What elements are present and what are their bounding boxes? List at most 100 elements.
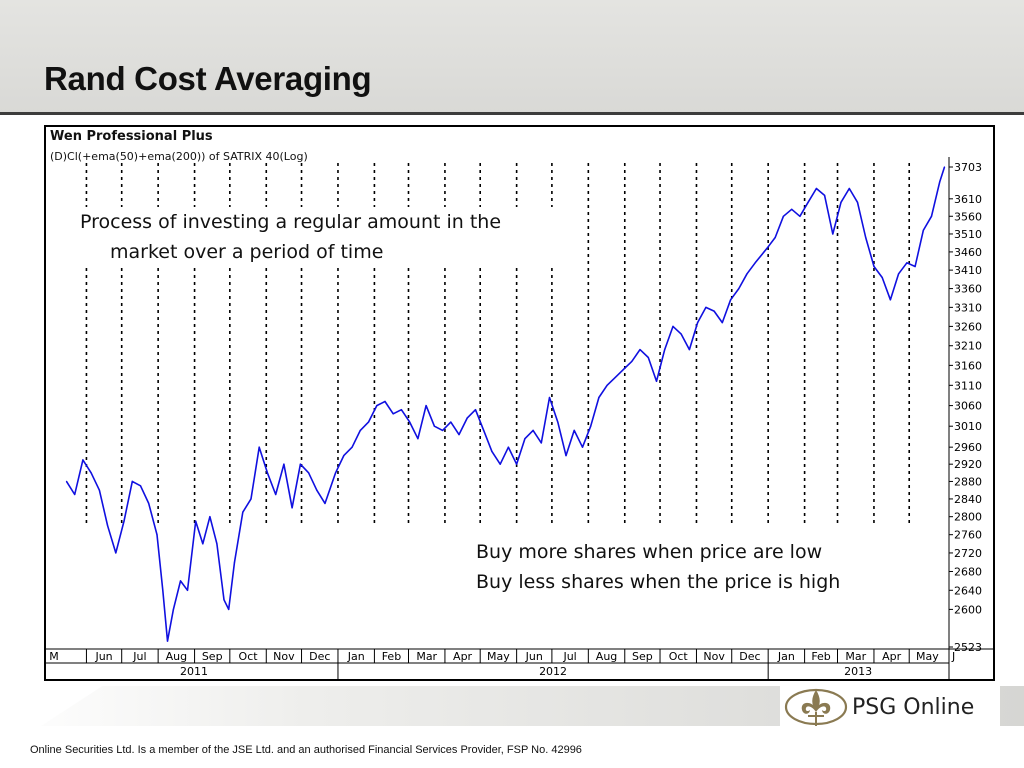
series-point xyxy=(557,421,559,423)
x-month-label: J xyxy=(951,650,955,663)
series-point xyxy=(156,534,158,536)
x-month-label: Jul xyxy=(562,650,576,663)
series-point xyxy=(581,446,584,448)
series-point xyxy=(291,507,293,509)
series-point xyxy=(873,265,875,268)
x-month-label: Mar xyxy=(416,650,437,663)
series-point xyxy=(914,265,916,268)
series-point xyxy=(442,429,444,431)
series-point xyxy=(450,421,452,423)
y-tick-label: 2760 xyxy=(954,529,982,542)
series-point xyxy=(367,421,370,423)
series-point xyxy=(139,485,142,487)
series-point xyxy=(179,580,182,582)
series-point xyxy=(466,417,468,419)
series-point xyxy=(672,325,674,327)
y-tick-label: 2840 xyxy=(954,493,982,506)
series-point xyxy=(791,208,793,210)
y-tick-label: 2880 xyxy=(954,475,982,488)
series-point xyxy=(74,493,76,496)
series-point xyxy=(242,511,244,513)
series-point xyxy=(815,187,818,190)
x-month-label: Oct xyxy=(239,650,259,663)
x-month-label: Aug xyxy=(596,650,617,663)
series-point xyxy=(680,333,682,335)
series-point xyxy=(409,421,411,423)
y-tick-label: 3110 xyxy=(954,379,982,392)
series-point xyxy=(376,405,378,407)
x-month-label: Dec xyxy=(309,650,330,663)
series-point xyxy=(943,166,946,168)
y-tick-label: 2640 xyxy=(954,584,982,597)
series-point xyxy=(223,599,225,601)
series-point xyxy=(283,463,285,465)
series-point xyxy=(655,380,658,382)
series-point xyxy=(898,273,900,275)
grid-layer xyxy=(85,163,911,527)
series-point xyxy=(324,502,326,504)
series-point xyxy=(939,181,941,183)
series-point xyxy=(359,429,361,431)
x-month-label: Jun xyxy=(94,650,112,663)
series-point xyxy=(881,276,883,279)
y-tick-label: 2800 xyxy=(954,511,982,524)
series-point xyxy=(532,429,534,431)
series-line xyxy=(65,166,946,642)
y-tick-label: 3210 xyxy=(954,340,982,353)
x-year-label: 2013 xyxy=(844,665,872,678)
series-point xyxy=(425,405,427,407)
series-point xyxy=(930,215,933,217)
series-point xyxy=(664,349,666,351)
series-point xyxy=(202,543,204,545)
x-month-label: Feb xyxy=(382,650,401,663)
series-point xyxy=(228,608,230,610)
series-point xyxy=(275,493,277,496)
series-point xyxy=(865,236,867,239)
series-point xyxy=(766,247,768,249)
x-month-label: Sep xyxy=(632,650,653,663)
series-point xyxy=(516,463,518,465)
series-point xyxy=(115,552,117,554)
series-point xyxy=(631,360,633,362)
series-point xyxy=(590,425,592,427)
series-point xyxy=(705,306,707,308)
series-point xyxy=(548,396,551,399)
y-tick-label: 3060 xyxy=(954,400,982,413)
series-point xyxy=(807,201,809,203)
x-month-label: M xyxy=(49,650,59,663)
series-point xyxy=(98,489,100,491)
series-point xyxy=(266,472,268,474)
series-layer xyxy=(65,166,946,642)
y-tick-label: 2920 xyxy=(954,458,982,471)
series-point xyxy=(458,434,460,436)
y-tick-label: 3703 xyxy=(954,161,982,174)
series-point xyxy=(400,409,402,411)
series-point xyxy=(209,516,211,518)
series-point xyxy=(433,425,435,427)
series-point xyxy=(82,459,84,461)
axis-layer: M Jun Jul Aug Sep Oct Nov Dec Jan Feb Mar Apr May Jun… xyxy=(46,157,993,679)
series-point xyxy=(499,463,501,465)
series-point xyxy=(721,322,723,324)
series-point xyxy=(774,236,776,239)
series-point xyxy=(90,472,92,474)
buy-less-text: Buy less shares when the price is high xyxy=(476,571,841,593)
series-point xyxy=(148,502,150,504)
series-point xyxy=(483,429,485,431)
series-point xyxy=(782,215,785,217)
chart-frame: M Jun Jul Aug Sep Oct Nov Dec Jan Feb Mar Apr May Jun… xyxy=(44,125,995,681)
series-point xyxy=(216,543,218,545)
y-tick-label: 3260 xyxy=(954,320,982,333)
series-point xyxy=(392,413,394,415)
y-tick-label: 2720 xyxy=(954,547,982,560)
series-point xyxy=(856,201,859,203)
series-point xyxy=(573,429,575,431)
series-point xyxy=(474,409,477,411)
x-month-label: Sep xyxy=(202,650,223,663)
x-month-label: May xyxy=(487,650,510,663)
series-point xyxy=(639,349,641,351)
x-month-label: Jan xyxy=(347,650,365,663)
series-point xyxy=(832,233,834,235)
series-point xyxy=(598,396,600,399)
brand-name: PSG Online xyxy=(852,694,975,720)
